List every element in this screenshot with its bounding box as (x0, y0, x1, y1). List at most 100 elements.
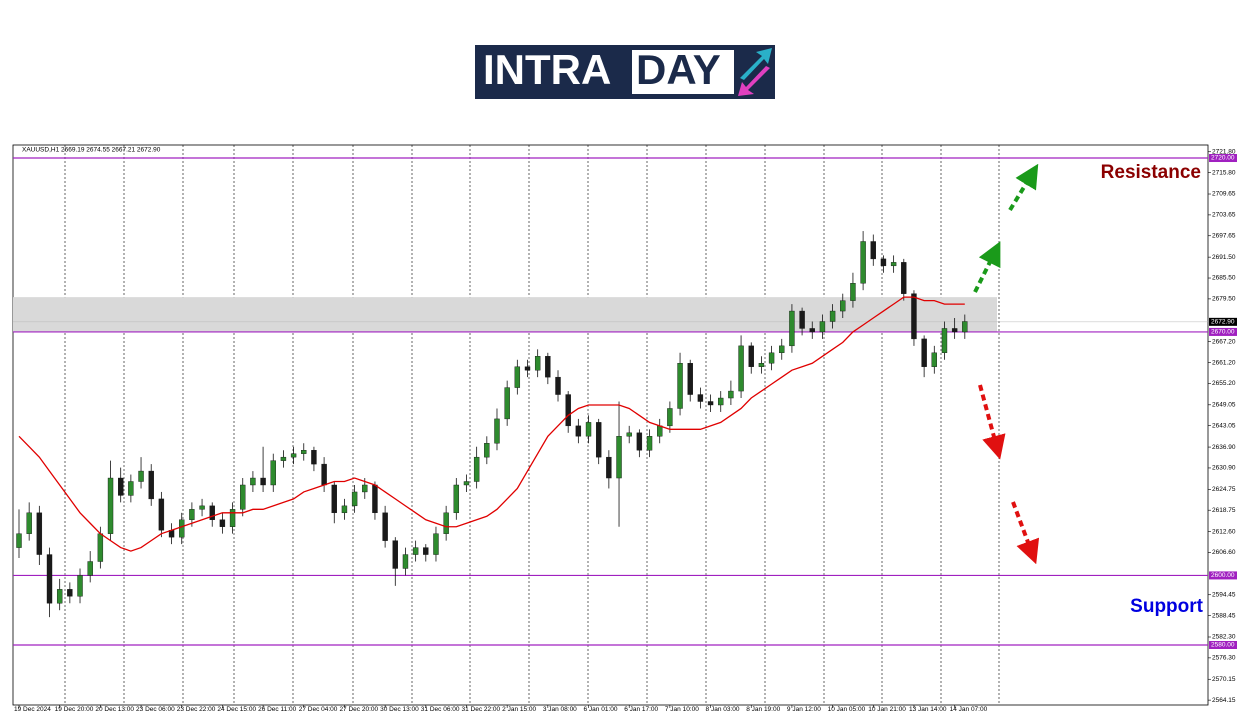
candle-body (301, 450, 307, 454)
candle-body (657, 425, 663, 437)
x-tick-label: 13 Jan 14:00 (909, 706, 947, 713)
x-tick-label: 10 Jan 05:00 (828, 706, 866, 713)
candle-body (362, 484, 368, 493)
candle-body (311, 450, 317, 465)
candle-body (555, 376, 561, 395)
candle-body (321, 463, 327, 486)
zone (13, 297, 997, 332)
candle-body (921, 338, 927, 367)
candle-body (423, 547, 429, 555)
candle-body (36, 512, 43, 555)
y-tick-label: 2655.20 (1212, 380, 1236, 387)
y-tick-label: 2588.45 (1212, 612, 1236, 619)
candle-body (290, 453, 297, 458)
candle-body (880, 258, 887, 267)
candle-body (667, 408, 673, 427)
x-tick-label: 30 Dec 13:00 (380, 706, 419, 713)
candle-body (351, 491, 358, 507)
candle-body (941, 328, 948, 354)
candle-body (799, 310, 805, 329)
candle-body (962, 321, 968, 333)
candle-body (524, 366, 531, 371)
candle-body (484, 443, 490, 458)
candle-body (219, 519, 226, 527)
candle-body (392, 540, 398, 569)
support-label: Support (1130, 596, 1203, 617)
candle-body (728, 390, 734, 399)
x-tick-label: 7 Jan 10:00 (665, 706, 699, 713)
x-tick-label: 26 Dec 11:00 (258, 706, 297, 713)
y-tick-label: 2703.65 (1212, 212, 1236, 219)
logo: INTRA DAY (475, 45, 775, 99)
logo-text: INTRA (483, 46, 611, 93)
candle-body (626, 432, 632, 437)
candle-body (890, 262, 897, 267)
candle-body (56, 589, 63, 604)
candle-body (779, 345, 785, 354)
logo-box (632, 50, 734, 94)
candle-body (758, 363, 765, 367)
y-tick-label: 2661.20 (1212, 359, 1236, 366)
candle-body (209, 505, 215, 520)
candle-body (16, 533, 22, 548)
logo-arrow (738, 66, 770, 96)
level-label: 2720.00 (1211, 155, 1235, 162)
y-tick-label: 2606.60 (1212, 549, 1236, 556)
price-tag (1209, 317, 1237, 326)
candle-body (870, 241, 876, 260)
candle-body (341, 505, 348, 514)
candle-body (606, 456, 612, 479)
logo-arrow (740, 48, 772, 80)
arrow-up (1008, 163, 1039, 212)
candle-body (768, 352, 775, 364)
y-tick-label: 2709.65 (1212, 191, 1236, 198)
candle-body (158, 498, 165, 531)
level-label: 2670.00 (1211, 329, 1235, 336)
y-tick-label: 2685.50 (1212, 275, 1236, 282)
candle-body (829, 310, 836, 322)
moving-average (18, 296, 965, 552)
candle-body (117, 477, 124, 496)
x-tick-label: 31 Dec 06:00 (421, 706, 460, 713)
candle-body (372, 484, 378, 514)
candle-body (270, 460, 276, 486)
x-tick-label: 23 Dec 22:00 (177, 706, 216, 713)
candle-body (443, 512, 449, 534)
candle-body (850, 283, 856, 301)
x-tick-label: 27 Dec 20:00 (339, 706, 378, 713)
candle-body (77, 575, 83, 597)
candle-body (494, 418, 500, 444)
candle-body (738, 345, 744, 392)
candle-body (697, 394, 704, 402)
candle-body (97, 533, 104, 562)
symbol-info: XAUUSD,H1 2669.19 2674.55 2667.21 2672.9… (22, 147, 161, 154)
candle-body (514, 366, 521, 388)
candle-body (402, 554, 409, 569)
level-label: 2600.00 (1211, 572, 1235, 579)
level-tag (1209, 327, 1237, 336)
candle-body (575, 425, 582, 437)
arrow-down (1011, 501, 1040, 565)
y-tick-label: 2582.30 (1212, 634, 1236, 641)
candle-body (179, 519, 185, 538)
y-tick-label: 2612.60 (1212, 528, 1236, 535)
x-tick-label: 19 Dec 20:00 (55, 706, 94, 713)
y-tick-label: 2624.75 (1212, 486, 1236, 493)
candle-body (189, 509, 195, 520)
candle-body (636, 432, 643, 451)
level-label: 2580.00 (1211, 642, 1235, 649)
separators (64, 145, 1000, 705)
candle-body (616, 436, 622, 479)
candle-body (382, 512, 388, 541)
candle-body (229, 509, 236, 527)
plot-frame (12, 144, 1209, 706)
candle-body (26, 512, 32, 534)
y-tick-label: 2576.30 (1212, 655, 1236, 662)
candle-body (199, 505, 205, 510)
y-tick-label: 2564.15 (1212, 697, 1236, 704)
price-label: 2672.90 (1211, 319, 1235, 326)
level-tag (1209, 571, 1237, 580)
arrow-up (973, 241, 1001, 293)
x-tick-label: 2 Jan 15:00 (502, 706, 536, 713)
candle-body (819, 321, 826, 333)
